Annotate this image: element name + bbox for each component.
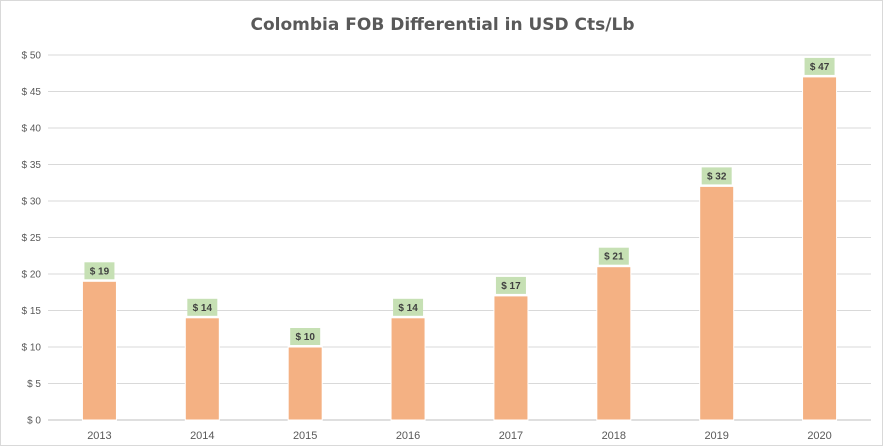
data-label-background [701, 167, 732, 185]
data-label-background [804, 57, 835, 75]
data-label-background [187, 298, 218, 316]
y-tick-label: $ 20 [22, 270, 42, 281]
y-tick-label: $ 30 [22, 197, 42, 208]
bar [493, 295, 529, 421]
x-tick-label: 2015 [293, 430, 317, 442]
data-label: $ 10 [295, 332, 315, 343]
x-axis-ticks: 2013 2014 2015 2016 2017 2018 2019 2020 [87, 430, 832, 442]
bar [81, 280, 117, 421]
data-label-background [598, 247, 629, 265]
data-label: $ 32 [707, 171, 727, 182]
data-label-background [84, 262, 115, 280]
y-tick-label: $ 0 [27, 416, 41, 427]
x-tick-label: 2014 [190, 430, 214, 442]
data-labels: $ 19 $ 14 $ 10 $ 14 $ 17 $ 21 $ 32 $ 47 [84, 57, 835, 345]
data-label: $ 21 [604, 252, 624, 263]
y-tick-label: $ 40 [22, 124, 42, 135]
bar [802, 76, 838, 421]
data-label: $ 14 [193, 303, 213, 314]
bar [699, 185, 735, 421]
y-tick-label: $ 10 [22, 343, 42, 354]
bars [81, 76, 838, 421]
y-tick-label: $ 50 [22, 51, 42, 62]
x-tick-label: 2013 [87, 430, 111, 442]
bar [596, 266, 632, 421]
data-label-background [290, 328, 321, 345]
x-tick-label: 2018 [602, 430, 626, 442]
gridlines [48, 54, 871, 421]
data-label-background [495, 276, 526, 294]
y-axis-ticks: $ 0 $ 5 $ 10 $ 15 $ 20 $ 25 $ 30 $ 35 $ 40 $ 45 $ … [22, 51, 42, 427]
data-label: $ 47 [810, 62, 830, 73]
y-tick-label: $ 15 [22, 306, 42, 317]
x-tick-label: 2020 [807, 430, 831, 442]
data-label-background [393, 298, 424, 316]
data-label: $ 19 [90, 266, 110, 277]
x-tick-label: 2019 [704, 430, 728, 442]
bar [287, 346, 323, 421]
y-tick-label: $ 35 [22, 160, 42, 171]
data-label: $ 14 [398, 303, 418, 314]
y-tick-label: $ 5 [27, 379, 41, 390]
data-label: $ 17 [501, 281, 521, 292]
y-tick-label: $ 45 [22, 87, 42, 98]
y-tick-label: $ 25 [22, 233, 42, 244]
chart-title: Colombia FOB Differential in USD Cts/Lb [250, 15, 635, 35]
x-tick-label: 2017 [499, 430, 523, 442]
bar [390, 317, 426, 421]
x-tick-label: 2016 [396, 430, 420, 442]
bar [184, 317, 220, 421]
